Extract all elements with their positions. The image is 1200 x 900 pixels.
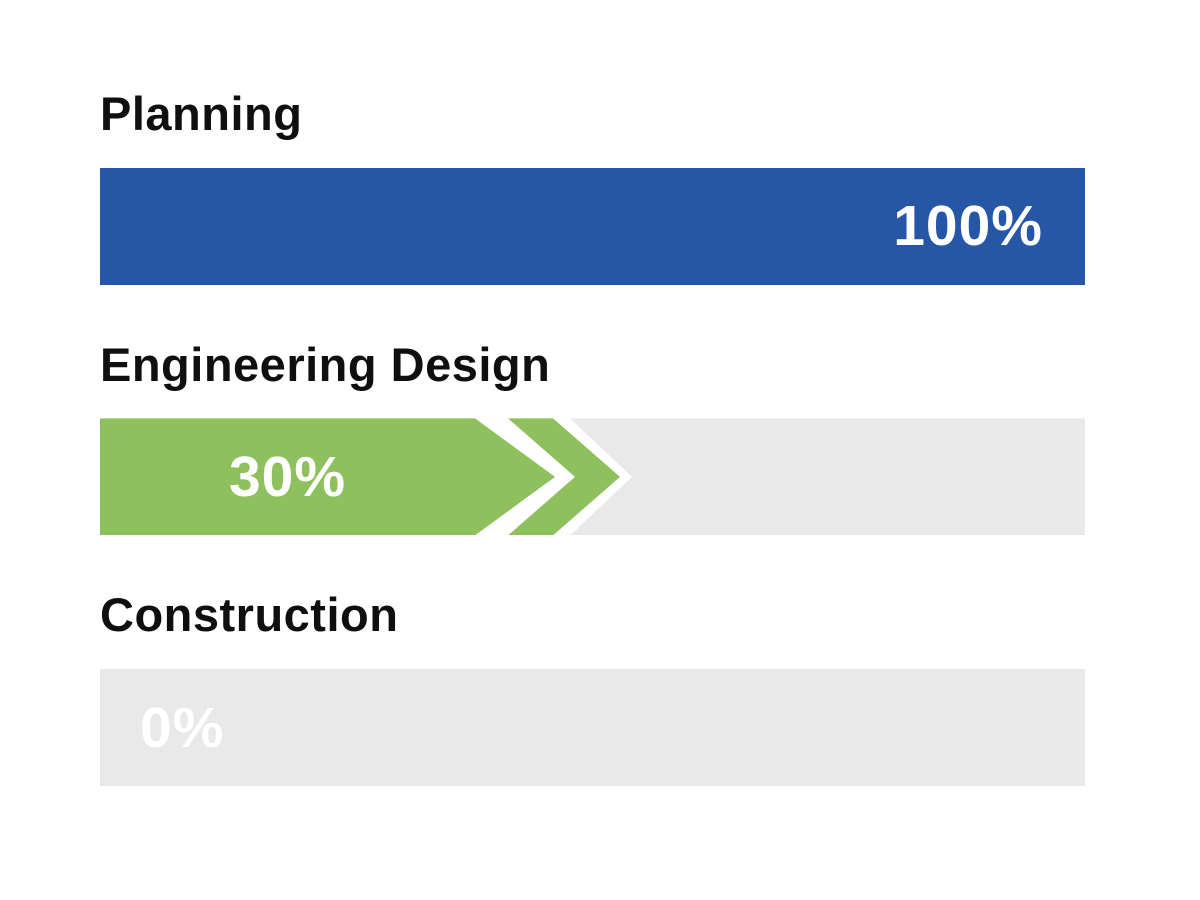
- progress-track: [570, 418, 1085, 536]
- phase-row-engineering-design: Engineering Design 30%: [100, 337, 1085, 536]
- phase-label-engineering-design: Engineering Design: [100, 337, 551, 391]
- phase-row-planning: Planning 100%: [100, 88, 1085, 285]
- engineering-percent-value: 30%: [228, 444, 347, 509]
- phase-label-construction: Construction: [100, 588, 399, 642]
- construction-percent-value: 0%: [140, 695, 225, 760]
- planning-progress-bar: 100%: [100, 167, 1085, 285]
- phase-row-construction: Construction 0%: [100, 588, 1085, 787]
- engineering-progress-bar: 30%: [100, 418, 1085, 536]
- chart-body: Planning 100% Engineering Design 30% Con…: [100, 88, 1085, 787]
- phase-label-planning: Planning: [100, 87, 303, 140]
- planning-percent-value: 100%: [893, 194, 1043, 259]
- progress-fill-arrow: 30%: [100, 418, 555, 536]
- construction-progress-bar: 0%: [100, 669, 1085, 787]
